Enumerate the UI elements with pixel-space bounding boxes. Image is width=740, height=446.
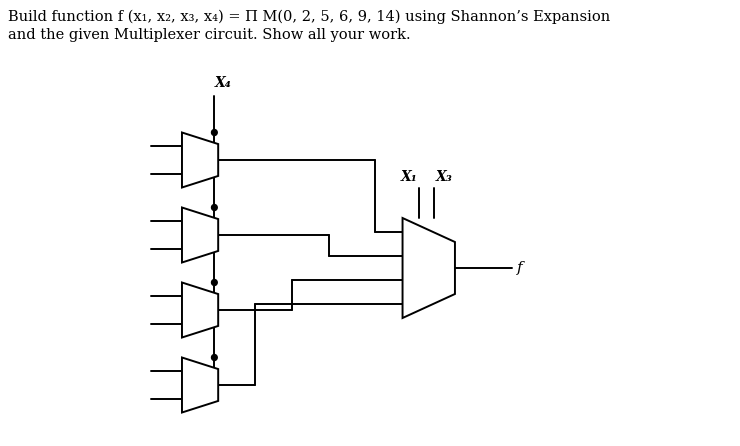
Text: X₃: X₃ <box>435 170 452 184</box>
Polygon shape <box>182 358 218 413</box>
Circle shape <box>212 355 218 360</box>
Polygon shape <box>182 282 218 338</box>
Text: X₄: X₄ <box>215 76 231 90</box>
Circle shape <box>212 205 218 211</box>
Text: and the given Multiplexer circuit. Show all your work.: and the given Multiplexer circuit. Show … <box>7 28 410 42</box>
Circle shape <box>212 129 218 136</box>
Polygon shape <box>182 132 218 187</box>
Polygon shape <box>182 207 218 263</box>
Circle shape <box>212 280 218 285</box>
Text: Build function f (x₁, x₂, x₃, x₄) = Π M(0, 2, 5, 6, 9, 14) using Shannon’s Expan: Build function f (x₁, x₂, x₃, x₄) = Π M(… <box>7 10 610 25</box>
Polygon shape <box>403 218 455 318</box>
Text: f: f <box>517 261 522 275</box>
Text: X₁: X₁ <box>400 170 417 184</box>
